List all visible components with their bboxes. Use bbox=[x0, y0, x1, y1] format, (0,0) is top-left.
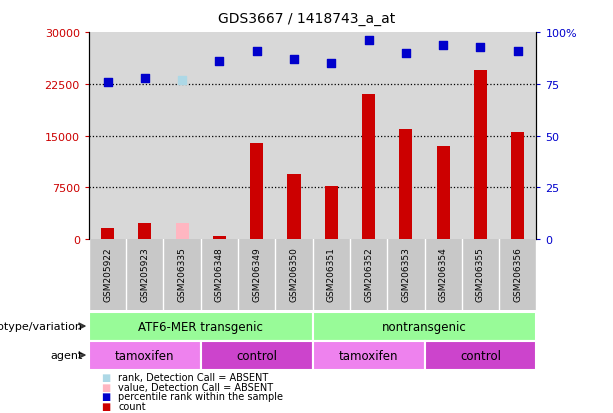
Text: agent: agent bbox=[50, 350, 83, 360]
Text: value, Detection Call = ABSENT: value, Detection Call = ABSENT bbox=[118, 382, 273, 392]
Point bbox=[289, 57, 299, 63]
Text: count: count bbox=[118, 401, 146, 411]
Text: ■: ■ bbox=[101, 401, 110, 411]
Point bbox=[401, 50, 411, 57]
Point bbox=[326, 61, 336, 67]
Bar bbox=[201, 341, 313, 370]
Text: tamoxifen: tamoxifen bbox=[115, 349, 175, 362]
Bar bbox=[213, 236, 226, 240]
Bar bbox=[250, 143, 263, 240]
Point bbox=[140, 75, 150, 82]
Text: GSM206352: GSM206352 bbox=[364, 247, 373, 301]
Text: GSM206349: GSM206349 bbox=[252, 247, 261, 301]
Text: GSM206356: GSM206356 bbox=[513, 247, 522, 301]
Bar bbox=[436, 147, 450, 240]
Text: GSM206355: GSM206355 bbox=[476, 247, 485, 301]
Text: GSM206335: GSM206335 bbox=[178, 247, 186, 301]
Text: rank, Detection Call = ABSENT: rank, Detection Call = ABSENT bbox=[118, 373, 268, 382]
Bar bbox=[175, 223, 189, 240]
Bar bbox=[89, 312, 313, 341]
Point bbox=[177, 77, 187, 84]
Text: GSM206348: GSM206348 bbox=[215, 247, 224, 301]
Text: GDS3667 / 1418743_a_at: GDS3667 / 1418743_a_at bbox=[218, 12, 395, 26]
Bar bbox=[139, 223, 151, 240]
Bar bbox=[399, 129, 413, 240]
Bar bbox=[362, 95, 375, 240]
Text: ■: ■ bbox=[101, 392, 110, 401]
Bar bbox=[89, 341, 201, 370]
Point bbox=[252, 48, 262, 55]
Text: nontransgenic: nontransgenic bbox=[382, 320, 467, 333]
Bar bbox=[313, 341, 424, 370]
Text: tamoxifen: tamoxifen bbox=[339, 349, 398, 362]
Point bbox=[364, 38, 373, 45]
Text: control: control bbox=[236, 349, 277, 362]
Point bbox=[476, 44, 485, 51]
Point bbox=[215, 59, 224, 65]
Text: GSM205923: GSM205923 bbox=[140, 247, 150, 301]
Bar bbox=[474, 71, 487, 240]
Text: GSM206350: GSM206350 bbox=[289, 247, 299, 301]
Text: GSM206353: GSM206353 bbox=[402, 247, 410, 301]
Text: ATF6-MER transgenic: ATF6-MER transgenic bbox=[139, 320, 263, 333]
Point bbox=[513, 48, 523, 55]
Bar bbox=[313, 312, 536, 341]
Text: GSM205922: GSM205922 bbox=[103, 247, 112, 301]
Text: percentile rank within the sample: percentile rank within the sample bbox=[118, 392, 283, 401]
Text: genotype/variation: genotype/variation bbox=[0, 321, 83, 331]
Bar bbox=[287, 174, 300, 240]
Text: GSM206354: GSM206354 bbox=[439, 247, 447, 301]
Bar bbox=[101, 228, 114, 240]
Bar bbox=[424, 341, 536, 370]
Point bbox=[102, 79, 112, 86]
Bar bbox=[325, 187, 338, 240]
Text: ■: ■ bbox=[101, 373, 110, 382]
Text: ■: ■ bbox=[101, 382, 110, 392]
Text: control: control bbox=[460, 349, 501, 362]
Bar bbox=[511, 133, 524, 240]
Text: GSM206351: GSM206351 bbox=[327, 247, 336, 301]
Point bbox=[438, 42, 448, 49]
